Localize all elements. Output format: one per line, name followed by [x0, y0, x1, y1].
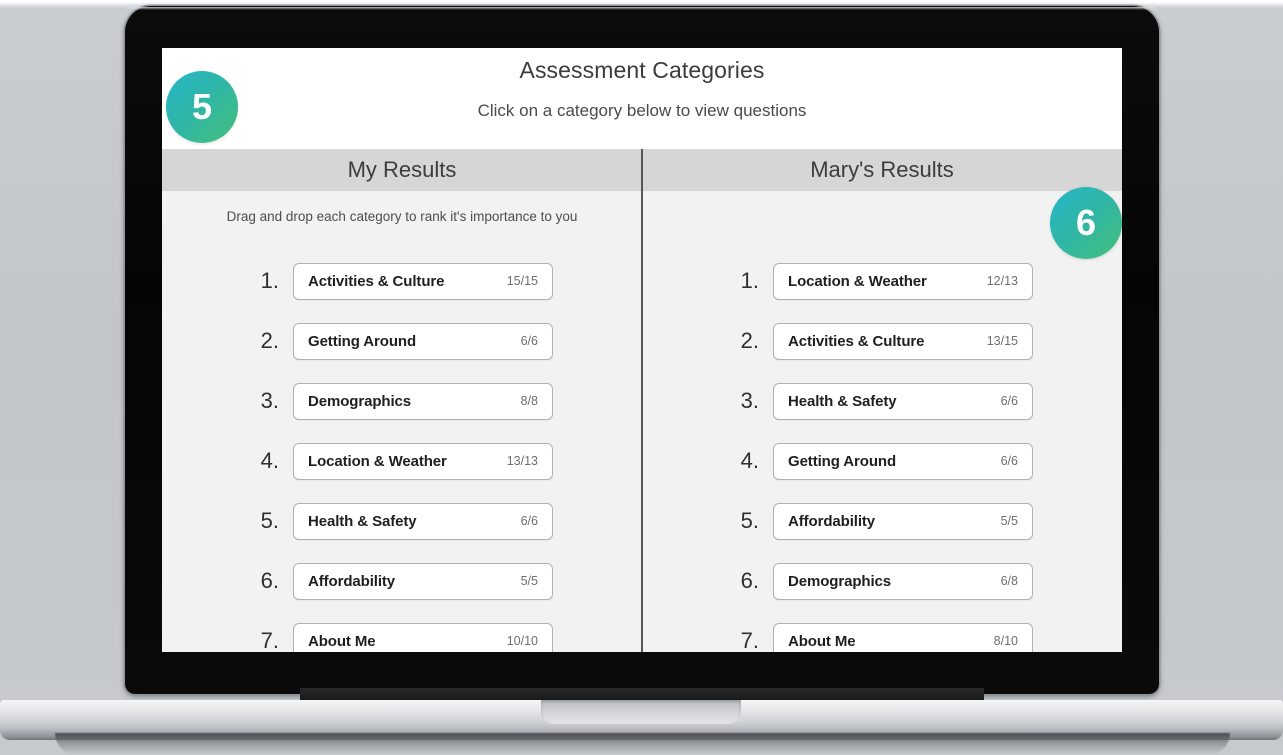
- list-item[interactable]: 4. Getting Around 6/6: [642, 431, 1122, 491]
- list-item[interactable]: 2. Getting Around 6/6: [162, 311, 642, 371]
- category-card[interactable]: Location & Weather 12/13: [773, 262, 1033, 300]
- rank-number: 3.: [260, 388, 279, 413]
- category-card[interactable]: Demographics 8/8: [293, 382, 553, 420]
- list-item[interactable]: 7. About Me 8/10: [642, 611, 1122, 652]
- category-name: Activities & Culture: [308, 272, 445, 290]
- category-card[interactable]: Location & Weather 13/13: [293, 442, 553, 480]
- category-card[interactable]: Getting Around 6/6: [773, 442, 1033, 480]
- list-item[interactable]: 5. Health & Safety 6/6: [162, 491, 642, 551]
- laptop-base-front-edge: [55, 733, 1230, 755]
- category-name: About Me: [788, 632, 856, 650]
- rank-number: 2.: [260, 328, 279, 353]
- category-card[interactable]: Affordability 5/5: [773, 502, 1033, 540]
- rank-number: 4.: [260, 448, 279, 473]
- list-item[interactable]: 2. Activities & Culture 13/15: [642, 311, 1122, 371]
- category-name: Location & Weather: [308, 452, 447, 470]
- category-name: Health & Safety: [788, 392, 897, 410]
- category-card[interactable]: About Me 10/10: [293, 622, 553, 652]
- column-divider: [641, 149, 643, 652]
- category-name: Affordability: [788, 512, 876, 530]
- category-score: 6/6: [520, 334, 538, 348]
- category-card[interactable]: Affordability 5/5: [293, 562, 553, 600]
- list-item[interactable]: 1. Location & Weather 12/13: [642, 251, 1122, 311]
- category-name: Getting Around: [308, 332, 417, 350]
- category-name: Location & Weather: [788, 272, 927, 290]
- category-score: 8/8: [520, 394, 538, 408]
- results-columns: My Results Drag and drop each category t…: [162, 149, 1122, 652]
- rank-number: 3.: [740, 388, 759, 413]
- category-card[interactable]: Getting Around 6/6: [293, 322, 553, 360]
- category-name: Activities & Culture: [788, 332, 925, 350]
- category-card[interactable]: Health & Safety 6/6: [293, 502, 553, 540]
- category-score: 5/5: [1000, 514, 1018, 528]
- column-marys-results: Mary's Results 1. Location & Weather 12/…: [642, 149, 1122, 652]
- column-heading-label: My Results: [347, 157, 457, 182]
- rank-list-marys-results: 1. Location & Weather 12/13 2. Activitie…: [642, 237, 1122, 652]
- page-title: Assessment Categories: [519, 57, 765, 83]
- rank-number: 5.: [260, 508, 279, 533]
- rank-number: 6.: [740, 568, 759, 593]
- category-score: 8/10: [993, 634, 1018, 648]
- list-item[interactable]: 1. Activities & Culture 15/15: [162, 251, 642, 311]
- column-heading-label: Mary's Results: [810, 157, 954, 182]
- rank-number: 7.: [740, 628, 759, 652]
- category-score: 13/15: [986, 334, 1018, 348]
- category-name: About Me: [308, 632, 376, 650]
- rank-number: 5.: [740, 508, 759, 533]
- category-score: 6/6: [520, 514, 538, 528]
- page-subtitle: Click on a category below to view questi…: [477, 101, 807, 120]
- category-card[interactable]: About Me 8/10: [773, 622, 1033, 652]
- rank-number: 6.: [260, 568, 279, 593]
- app-header: Assessment Categories Click on a categor…: [162, 48, 1122, 149]
- step-badge-6: 6: [1050, 187, 1122, 259]
- category-score: 5/5: [520, 574, 538, 588]
- category-card[interactable]: Activities & Culture 13/15: [773, 322, 1033, 360]
- category-score: 6/6: [1000, 394, 1018, 408]
- category-score: 10/10: [506, 634, 538, 648]
- column-my-results: My Results Drag and drop each category t…: [162, 149, 642, 652]
- rank-list-my-results: 1. Activities & Culture 15/15 2. Getting…: [162, 237, 642, 652]
- column-header-marys-results: Mary's Results: [642, 149, 1122, 191]
- rank-number: 1.: [260, 268, 279, 293]
- list-item[interactable]: 7. About Me 10/10: [162, 611, 642, 652]
- rank-number: 2.: [740, 328, 759, 353]
- list-item[interactable]: 4. Location & Weather 13/13: [162, 431, 642, 491]
- list-item[interactable]: 6. Demographics 6/8: [642, 551, 1122, 611]
- list-item[interactable]: 3. Demographics 8/8: [162, 371, 642, 431]
- list-item[interactable]: 3. Health & Safety 6/6: [642, 371, 1122, 431]
- step-badge-5: 5: [166, 71, 238, 143]
- category-name: Demographics: [308, 392, 411, 410]
- app-screen: Assessment Categories Click on a categor…: [162, 48, 1122, 652]
- list-item[interactable]: 6. Affordability 5/5: [162, 551, 642, 611]
- category-card[interactable]: Health & Safety 6/6: [773, 382, 1033, 420]
- category-score: 12/13: [986, 274, 1018, 288]
- category-card[interactable]: Activities & Culture 15/15: [293, 262, 553, 300]
- list-item[interactable]: 5. Affordability 5/5: [642, 491, 1122, 551]
- category-name: Affordability: [308, 572, 396, 590]
- laptop-thumb-notch: [541, 700, 741, 724]
- category-name: Demographics: [788, 572, 891, 590]
- category-card[interactable]: Demographics 6/8: [773, 562, 1033, 600]
- category-name: Health & Safety: [308, 512, 417, 530]
- rank-number: 7.: [260, 628, 279, 652]
- category-score: 13/13: [506, 454, 538, 468]
- category-score: 15/15: [506, 274, 538, 288]
- rank-number: 4.: [740, 448, 759, 473]
- drag-drop-instruction: Drag and drop each category to rank it's…: [226, 209, 578, 224]
- rank-number: 1.: [740, 268, 759, 293]
- category-score: 6/6: [1000, 454, 1018, 468]
- category-name: Getting Around: [788, 452, 897, 470]
- column-header-my-results: My Results: [162, 149, 642, 191]
- category-score: 6/8: [1000, 574, 1018, 588]
